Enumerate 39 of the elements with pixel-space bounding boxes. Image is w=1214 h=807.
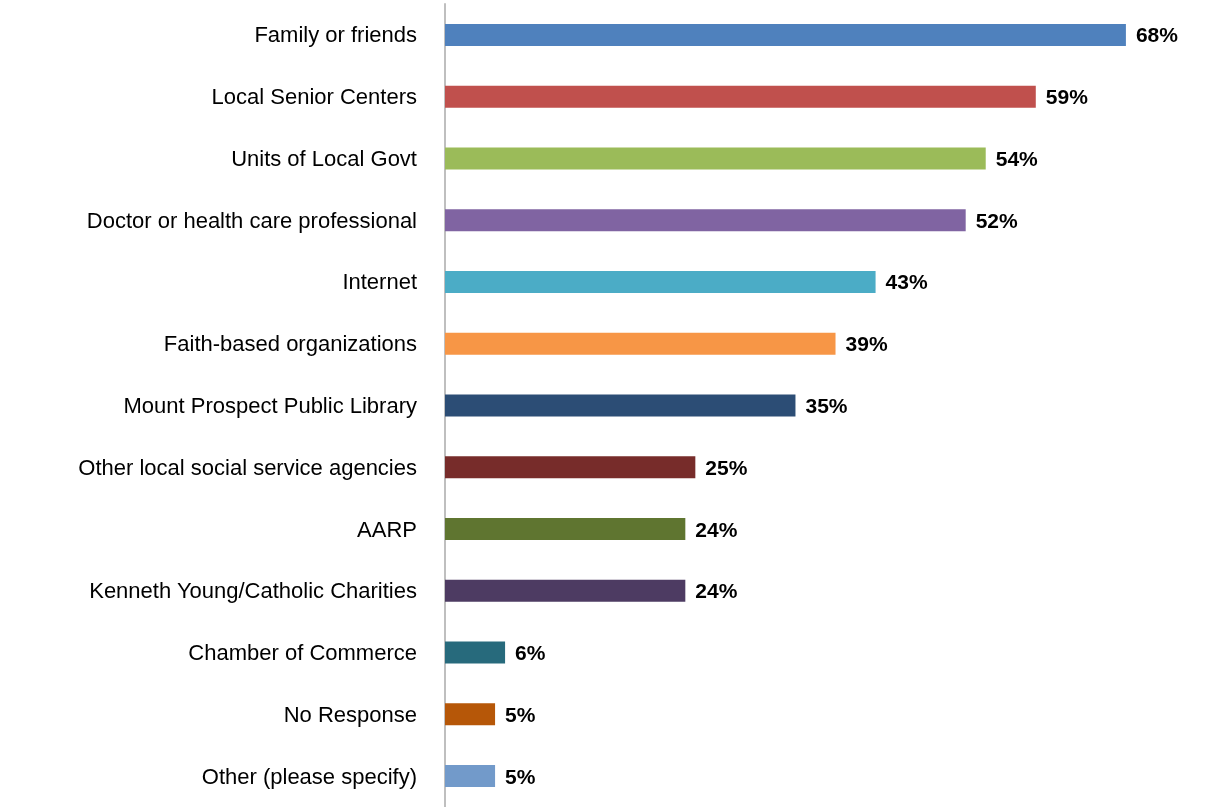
data-label: 5% [505, 764, 536, 788]
y-tick-label: Other local social service agencies [78, 454, 417, 480]
bar [445, 209, 966, 232]
bar [445, 270, 876, 293]
y-tick-label: Family or friends [254, 22, 417, 48]
bar [445, 579, 686, 602]
data-label: 68% [1135, 23, 1179, 47]
bar [445, 765, 496, 788]
data-label: 54% [995, 146, 1039, 170]
data-label: 24% [695, 579, 738, 603]
bar [445, 147, 986, 170]
y-tick-label: Doctor or health care professional [86, 207, 417, 233]
y-tick-label: No Response [283, 701, 417, 727]
data-label: 39% [845, 332, 888, 356]
y-tick-label: AARP [357, 516, 417, 542]
bar [445, 85, 1036, 108]
data-label: 24% [695, 517, 738, 541]
y-tick-label: Mount Prospect Public Library [123, 393, 417, 418]
bar [445, 23, 1126, 46]
y-tick-label: Kenneth Young/Catholic Charities [89, 578, 417, 604]
data-label: 6% [515, 641, 546, 665]
bar [445, 456, 696, 479]
y-tick-label: Chamber of Commerce [188, 640, 417, 666]
y-tick-label: Faith-based organizations [163, 331, 417, 357]
bar [445, 641, 506, 664]
y-tick-label: Internet [342, 269, 417, 295]
y-tick-label: Other (please specify) [201, 763, 417, 789]
bar [445, 518, 686, 541]
bar [445, 703, 496, 726]
bar [445, 394, 796, 417]
data-label: 5% [505, 702, 536, 726]
data-label: 25% [705, 455, 748, 479]
data-label: 59% [1045, 85, 1089, 109]
data-label: 52% [975, 208, 1019, 232]
data-label: 43% [885, 270, 928, 294]
y-tick-label: Units of Local Govt [231, 145, 417, 171]
y-tick-label: Local Senior Centers [211, 84, 417, 110]
data-label: 35% [805, 394, 848, 417]
bar [445, 332, 836, 355]
